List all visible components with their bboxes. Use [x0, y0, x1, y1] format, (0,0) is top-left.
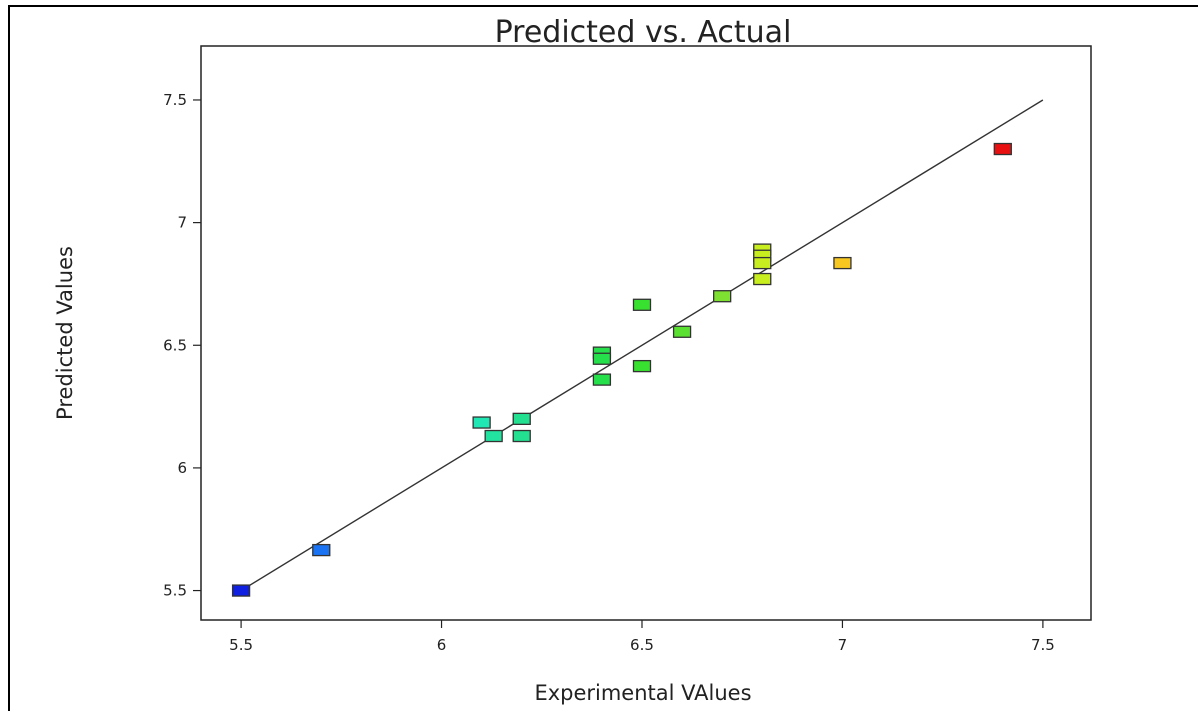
data-point: [512, 412, 531, 426]
data-point: [632, 359, 652, 373]
fit-line-group: [240, 99, 1044, 592]
data-point: [592, 373, 612, 386]
data-point: [231, 584, 251, 597]
y-tick-label: 5.5: [163, 582, 187, 600]
data-point: [312, 543, 331, 557]
y-tick-label: 7.5: [163, 91, 187, 109]
x-tick-label: 5.5: [229, 636, 253, 654]
x-axis-label: Experimental VAlues: [534, 681, 751, 705]
chart-title: Predicted vs. Actual: [495, 15, 792, 50]
y-axis-label: Predicted Values: [53, 246, 77, 420]
x-tick-label: 7: [838, 636, 848, 654]
x-tick-label: 6.5: [630, 636, 654, 654]
data-point: [713, 290, 732, 303]
data-point: [512, 429, 531, 443]
y-axis-ticks: 5.5 6 6.5 7 7.5: [163, 91, 201, 600]
y-tick-label: 6.5: [163, 336, 187, 354]
x-tick-label: 7.5: [1031, 636, 1055, 654]
data-point: [632, 298, 652, 311]
data-point: [993, 142, 1012, 156]
data-point: [672, 325, 692, 338]
data-point: [833, 256, 852, 270]
data-point: [472, 416, 491, 429]
data-point: [592, 352, 612, 365]
x-tick-label: 6: [437, 636, 447, 654]
data-point: [753, 272, 772, 286]
fit-line: [240, 99, 1044, 592]
data-point: [753, 256, 772, 270]
plot-area: [200, 45, 1092, 621]
data-point: [484, 429, 503, 443]
x-axis-ticks: 5.5 6 6.5 7 7.5: [229, 620, 1055, 654]
y-tick-label: 6: [177, 459, 187, 477]
data-points: [231, 142, 1012, 597]
y-tick-label: 7: [177, 214, 187, 232]
